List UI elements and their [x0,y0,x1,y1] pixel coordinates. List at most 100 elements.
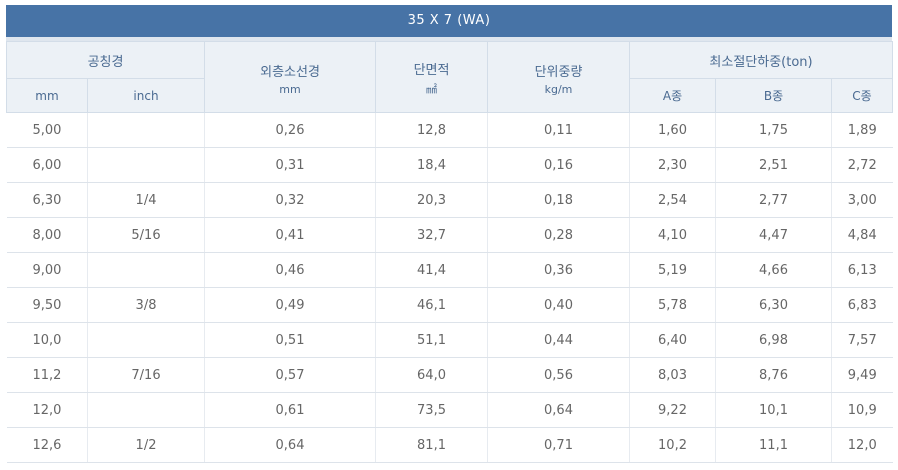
table-row: 8,00 5/16 0,41 32,7 0,28 4,10 4,47 4,84 [6,217,893,253]
cell-cross-section: 20,3 [375,182,489,218]
cell-grade-a: 4,10 [629,217,717,253]
table-row: 10,0 0,51 51,1 0,44 6,40 6,98 7,57 [6,322,893,358]
cell-nominal-mm: 9,00 [6,252,88,288]
cell-outer-wire-diameter: 0,49 [204,287,377,323]
cell-grade-a: 1,60 [629,112,717,148]
cell-outer-wire-diameter: 0,57 [204,357,377,393]
cell-grade-b: 2,77 [715,182,833,218]
cell-grade-c: 3,00 [831,182,893,218]
table-row: 9,00 0,46 41,4 0,36 5,19 4,66 6,13 [6,252,893,288]
cell-grade-c: 2,72 [831,147,893,183]
table-body: 5,00 0,26 12,8 0,11 1,60 1,75 1,89 6,00 0,31 18,4… [6,112,893,463]
table-row: 6,30 1/4 0,32 20,3 0,18 2,54 2,77 3,00 [6,182,893,218]
cell-nominal-mm: 12,0 [6,392,88,428]
cell-unit-weight: 0,40 [487,287,631,323]
cell-grade-c: 10,9 [831,392,893,428]
cell-cross-section: 18,4 [375,147,489,183]
header-outer-wire-unit: mm [279,82,301,96]
cell-unit-weight: 0,64 [487,392,631,428]
header-cross-section-label: 단면적 [413,63,450,78]
cell-cross-section: 46,1 [375,287,489,323]
cell-grade-c: 1,89 [831,112,893,148]
cell-outer-wire-diameter: 0,31 [204,147,377,183]
cell-nominal-inch [86,112,206,148]
cell-grade-b: 11,1 [715,427,833,463]
spec-table: 공칭경 외층소선경 mm 단면적 ㎟ 단위중량 kg/m 최소절단하중(ton)… [5,41,894,463]
header-cross-section-unit: ㎟ [426,83,438,96]
header-nominal-inch: inch [86,78,206,113]
header-unit-weight: 단위중량 kg/m [487,41,631,113]
cell-grade-b: 6,98 [715,322,833,358]
cell-cross-section: 32,7 [375,217,489,253]
header-outer-wire-diameter: 외층소선경 mm [204,41,377,113]
cell-nominal-mm: 5,00 [6,112,88,148]
spec-table-container: 35 X 7 (WA) 공칭경 외층소선경 mm 단면적 ㎟ [5,5,894,463]
cell-outer-wire-diameter: 0,26 [204,112,377,148]
cell-nominal-inch: 1/4 [86,182,206,218]
header-unit-weight-label: 단위중량 [534,64,583,80]
cell-unit-weight: 0,71 [487,427,631,463]
cell-nominal-inch: 1/2 [86,427,206,463]
cell-outer-wire-diameter: 0,46 [204,252,377,288]
cell-outer-wire-diameter: 0,61 [204,392,377,428]
cell-outer-wire-diameter: 0,41 [204,217,377,253]
cell-grade-c: 4,84 [831,217,893,253]
table-row: 6,00 0,31 18,4 0,16 2,30 2,51 2,72 [6,147,893,183]
cell-unit-weight: 0,28 [487,217,631,253]
cell-unit-weight: 0,36 [487,252,631,288]
cell-grade-a: 2,30 [629,147,717,183]
header-unit-weight-unit: kg/m [544,82,573,96]
cell-grade-b: 1,75 [715,112,833,148]
cell-outer-wire-diameter: 0,51 [204,322,377,358]
cell-nominal-mm: 6,00 [6,147,88,183]
cell-cross-section: 51,1 [375,322,489,358]
cell-grade-a: 9,22 [629,392,717,428]
cell-grade-a: 5,19 [629,252,717,288]
cell-grade-a: 5,78 [629,287,717,323]
header-outer-wire-label: 외층소선경 [260,64,320,80]
cell-nominal-inch [86,147,206,183]
cell-grade-c: 6,13 [831,252,893,288]
cell-cross-section: 81,1 [375,427,489,463]
cell-nominal-mm: 11,2 [6,357,88,393]
cell-nominal-mm: 10,0 [6,322,88,358]
header-grade-c: C종 [831,78,894,113]
cell-grade-c: 7,57 [831,322,893,358]
cell-nominal-mm: 9,50 [6,287,88,323]
cell-cross-section: 64,0 [375,357,489,393]
table-row: 11,2 7/16 0,57 64,0 0,56 8,03 8,76 9,49 [6,357,893,393]
cell-grade-b: 6,30 [715,287,833,323]
cell-nominal-mm: 8,00 [6,217,88,253]
table-row: 9,50 3/8 0,49 46,1 0,40 5,78 6,30 6,83 [6,287,893,323]
cell-grade-a: 6,40 [629,322,717,358]
cell-grade-b: 4,66 [715,252,833,288]
cell-nominal-inch: 5/16 [86,217,206,253]
cell-unit-weight: 0,16 [487,147,631,183]
cell-nominal-inch: 7/16 [86,357,206,393]
cell-cross-section: 73,5 [375,392,489,428]
table-row: 12,6 1/2 0,64 81,1 0,71 10,2 11,1 12,0 [6,427,893,463]
cell-grade-a: 10,2 [629,427,717,463]
cell-nominal-inch [86,322,206,358]
cell-cross-section: 41,4 [375,252,489,288]
cell-grade-b: 10,1 [715,392,833,428]
cell-grade-c: 12,0 [831,427,893,463]
header-nominal-mm: mm [6,78,88,113]
header-min-breaking-load: 최소절단하중(ton) [629,41,894,79]
cell-grade-b: 2,51 [715,147,833,183]
header-nominal-diameter: 공칭경 [5,41,206,79]
cell-grade-a: 2,54 [629,182,717,218]
cell-grade-b: 8,76 [715,357,833,393]
cell-nominal-inch: 3/8 [86,287,206,323]
cell-grade-b: 4,47 [715,217,833,253]
cell-grade-c: 9,49 [831,357,893,393]
table-row: 12,0 0,61 73,5 0,64 9,22 10,1 10,9 [6,392,893,428]
cell-unit-weight: 0,11 [487,112,631,148]
cell-nominal-mm: 12,6 [6,427,88,463]
table-header: 공칭경 외층소선경 mm 단면적 ㎟ 단위중량 kg/m 최소절단하중(ton)… [5,41,894,113]
cell-outer-wire-diameter: 0,64 [204,427,377,463]
cell-cross-section: 12,8 [375,112,489,148]
header-grade-b: B종 [715,78,833,113]
table-row: 5,00 0,26 12,8 0,11 1,60 1,75 1,89 [6,112,893,148]
cell-nominal-inch [86,392,206,428]
